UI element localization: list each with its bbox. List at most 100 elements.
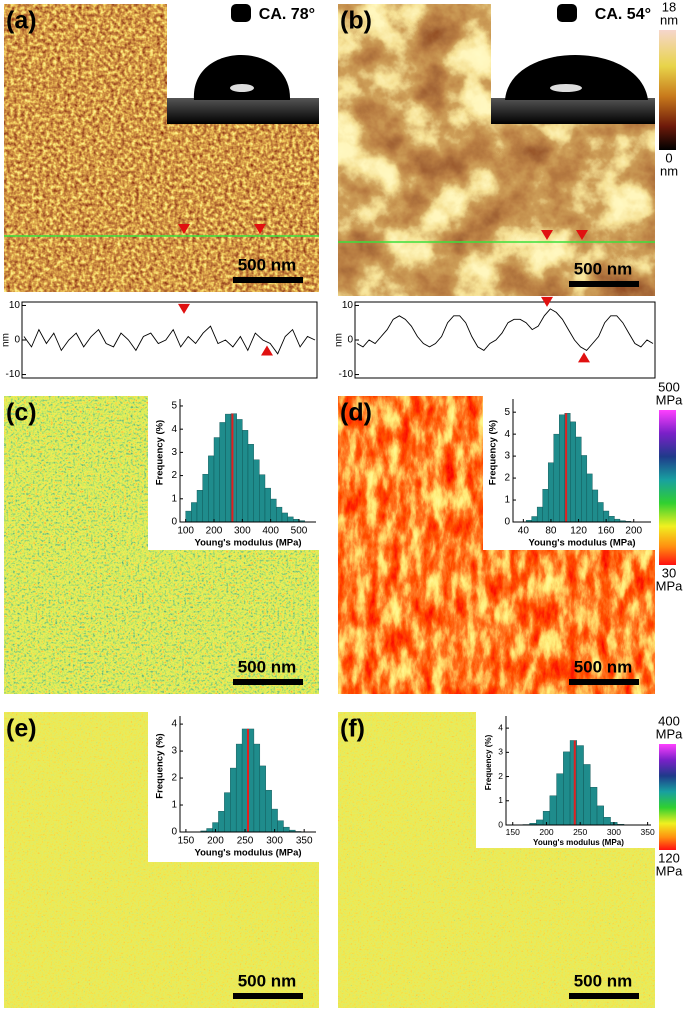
panel-label: (f) (340, 715, 365, 743)
histogram-bar (559, 415, 565, 522)
histogram-bar (581, 455, 587, 522)
substrate (491, 98, 655, 124)
x-tick-label: 300 (607, 827, 621, 837)
histogram-bar (242, 430, 248, 522)
histogram-bar (276, 507, 282, 522)
histogram-bar (283, 827, 289, 832)
histogram-bar (550, 796, 557, 825)
colorbar-max-unit: nm (660, 12, 678, 27)
panel-label: (e) (6, 715, 37, 743)
colorbar (659, 410, 676, 565)
histogram-bar (218, 811, 224, 832)
y-axis-label: nm (1, 333, 12, 347)
y-tick-label: 4 (171, 719, 177, 730)
histogram-bar (548, 463, 554, 522)
y-tick-label: 2 (498, 771, 503, 781)
histogram-bar (576, 437, 582, 522)
y-axis-label: Frequency (%) (488, 420, 499, 485)
x-tick-label: 250 (573, 827, 587, 837)
y-tick-label: -10 (339, 369, 354, 380)
scale-bar-label: 500 nm (238, 657, 297, 676)
y-tick-label: 3 (171, 447, 177, 458)
colorbar-min-unit: nm (660, 163, 678, 178)
scale-bar-label: 500 nm (574, 971, 633, 990)
y-tick-label: 5 (171, 401, 177, 412)
histogram-bar (587, 474, 593, 522)
histogram-bar (597, 806, 604, 825)
histogram-bar (237, 419, 243, 522)
y-tick-label: 4 (498, 722, 503, 732)
histogram-bar (208, 456, 214, 522)
scale-bar-label: 500 nm (238, 971, 297, 990)
histogram-bar (225, 414, 231, 522)
histogram-bar (532, 517, 538, 522)
y-tick-label: 1 (171, 493, 177, 504)
histogram-bar (236, 744, 242, 832)
histogram-bar (203, 474, 209, 522)
histogram-bar (260, 766, 266, 832)
histogram-bar (220, 422, 226, 522)
plot-frame (22, 302, 317, 378)
x-axis-label: Young's modulus (MPa) (194, 848, 301, 859)
y-tick-label: 0 (14, 335, 20, 346)
histogram-bar (563, 752, 570, 825)
histogram-bar (271, 499, 277, 522)
histogram-bar (278, 821, 284, 832)
histogram-bar (230, 768, 236, 832)
y-tick-label: 2 (171, 470, 177, 481)
contact-angle: CA. 54° (595, 6, 651, 23)
y-tick-label: 10 (342, 300, 354, 311)
scale-bar (233, 679, 303, 685)
substrate (167, 98, 319, 124)
scale-bar-label: 500 nm (574, 259, 633, 278)
x-tick-label: 200 (207, 836, 224, 847)
histogram-bar (604, 817, 611, 825)
y-tick-label: 0 (504, 517, 510, 528)
colorbar-min-unit: MPa (656, 863, 684, 878)
histogram-bar (254, 744, 260, 832)
droplet-highlight (550, 84, 582, 92)
y-tick-label: 10 (9, 300, 21, 311)
histogram-bar (266, 790, 272, 832)
y-tick-label: 4 (504, 429, 510, 440)
colorbar (659, 30, 676, 150)
histogram-bar (272, 809, 278, 832)
plot-frame (355, 302, 655, 378)
histogram-bar (259, 475, 265, 522)
scale-bar-label: 500 nm (574, 657, 633, 676)
histogram-bar (207, 828, 213, 832)
x-tick-label: 160 (598, 526, 615, 537)
histogram-bar (598, 502, 604, 522)
scale-bar (569, 281, 639, 287)
x-tick-label: 350 (296, 836, 313, 847)
histogram-bar (288, 517, 294, 522)
colorbar-max-unit: MPa (656, 392, 684, 407)
y-tick-label: 3 (171, 746, 177, 757)
histogram-bar (197, 490, 203, 522)
scale-bar (569, 679, 639, 685)
y-tick-label: 4 (171, 424, 177, 435)
histogram-bar (536, 820, 543, 825)
histogram-bar (248, 444, 254, 522)
scale-bar (569, 993, 639, 999)
x-tick-label: 40 (518, 526, 530, 537)
panel-label: (d) (340, 399, 372, 427)
needle (557, 4, 577, 22)
droplet-highlight (230, 84, 254, 92)
histogram-bar (191, 503, 197, 522)
histogram-bar (186, 511, 192, 522)
histogram-bar (584, 764, 591, 825)
y-tick-label: 2 (171, 773, 177, 784)
panel-label: (b) (340, 7, 372, 35)
histogram-bar (554, 434, 560, 522)
y-axis-label: Frequency (%) (155, 733, 166, 798)
histogram-bar (282, 513, 288, 522)
y-axis-label: nm (334, 333, 345, 347)
x-axis-label: Young's modulus (MPa) (194, 538, 301, 549)
x-tick-label: 300 (234, 526, 251, 537)
x-tick-label: 400 (262, 526, 279, 537)
histogram-bar (543, 489, 549, 522)
x-tick-label: 200 (539, 827, 553, 837)
y-tick-label: 0 (347, 335, 353, 346)
